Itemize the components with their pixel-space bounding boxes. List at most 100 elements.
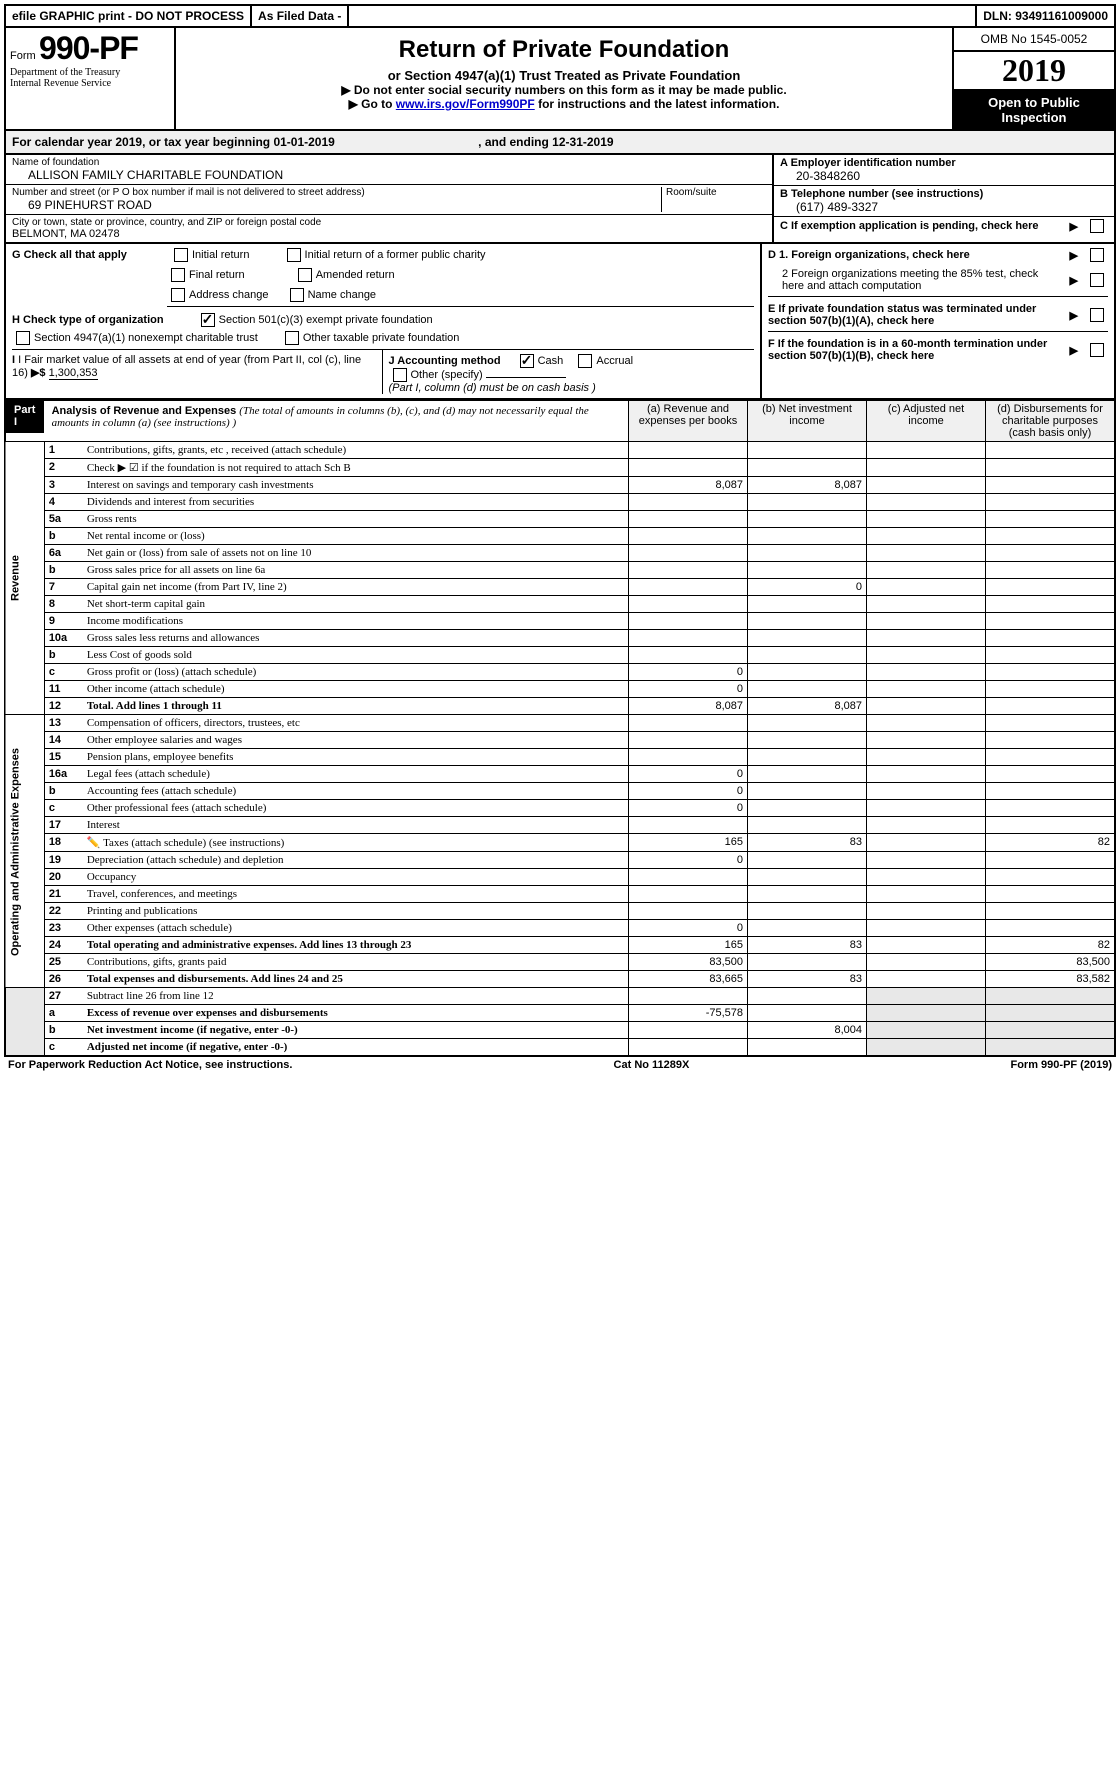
col-a-value	[629, 647, 748, 664]
line-number: 26	[44, 971, 83, 988]
h-other-checkbox[interactable]	[285, 331, 299, 345]
form-id-block: Form 990-PF Department of the Treasury I…	[6, 28, 176, 129]
h-501c3-checkbox[interactable]	[201, 313, 215, 327]
col-a-value	[629, 596, 748, 613]
col-b-value	[748, 630, 867, 647]
col-c-value	[867, 1022, 986, 1039]
line-number: 21	[44, 886, 83, 903]
col-a-value	[629, 869, 748, 886]
col-c-value	[867, 579, 986, 596]
col-c-value	[867, 664, 986, 681]
table-row: 14Other employee salaries and wages	[5, 732, 1115, 749]
col-d-value	[986, 886, 1116, 903]
j-cash-checkbox[interactable]	[520, 354, 534, 368]
col-a-value: 165	[629, 834, 748, 852]
col-a-value: 8,087	[629, 477, 748, 494]
col-a-value: -75,578	[629, 1005, 748, 1022]
col-c-value	[867, 817, 986, 834]
d1-checkbox[interactable]	[1090, 248, 1104, 262]
line-text: Depreciation (attach schedule) and deple…	[83, 852, 629, 869]
line-text: Printing and publications	[83, 903, 629, 920]
col-d-value	[986, 800, 1116, 817]
col-d-value	[986, 442, 1116, 459]
line-number: 16a	[44, 766, 83, 783]
col-b-value	[748, 1005, 867, 1022]
j-accrual-checkbox[interactable]	[578, 354, 592, 368]
f-checkbox[interactable]	[1090, 343, 1104, 357]
col-d-value	[986, 630, 1116, 647]
col-a-value: 0	[629, 800, 748, 817]
col-a-value	[629, 749, 748, 766]
col-b-value	[748, 869, 867, 886]
col-c-header: (c) Adjusted net income	[867, 401, 986, 442]
g-initial-checkbox[interactable]	[174, 248, 188, 262]
col-a-value: 0	[629, 681, 748, 698]
irs-link[interactable]: www.irs.gov/Form990PF	[396, 97, 535, 111]
g-amended-checkbox[interactable]	[298, 268, 312, 282]
line-number: 1	[44, 442, 83, 459]
line-text: ✏️ Taxes (attach schedule) (see instruct…	[83, 834, 629, 852]
g-former-checkbox[interactable]	[287, 248, 301, 262]
col-d-value	[986, 817, 1116, 834]
form-header: Form 990-PF Department of the Treasury I…	[4, 28, 1116, 131]
e-checkbox[interactable]	[1090, 308, 1104, 322]
efile-notice: efile GRAPHIC print - DO NOT PROCESS	[6, 6, 252, 26]
phone-cell: B Telephone number (see instructions) (6…	[774, 186, 1114, 217]
col-c-value	[867, 596, 986, 613]
col-b-header: (b) Net investment income	[748, 401, 867, 442]
open-public-badge: Open to Public Inspection	[954, 91, 1114, 129]
table-row: bLess Cost of goods sold	[5, 647, 1115, 664]
g-address-checkbox[interactable]	[171, 288, 185, 302]
col-c-value	[867, 937, 986, 954]
h-4947-checkbox[interactable]	[16, 331, 30, 345]
col-b-value	[748, 800, 867, 817]
col-a-value	[629, 630, 748, 647]
pencil-icon[interactable]: ✏️	[87, 837, 101, 849]
form-title-block: Return of Private Foundation or Section …	[176, 28, 952, 129]
line-text: Gross sales less returns and allowances	[83, 630, 629, 647]
table-row: 20Occupancy	[5, 869, 1115, 886]
col-b-value: 83	[748, 971, 867, 988]
col-d-value	[986, 528, 1116, 545]
col-c-value	[867, 920, 986, 937]
col-c-value	[867, 766, 986, 783]
line-number: 15	[44, 749, 83, 766]
line-text: Interest	[83, 817, 629, 834]
line-text: Income modifications	[83, 613, 629, 630]
line-number: b	[44, 1022, 83, 1039]
col-c-value	[867, 971, 986, 988]
col-a-value	[629, 442, 748, 459]
table-row: bGross sales price for all assets on lin…	[5, 562, 1115, 579]
g-name-checkbox[interactable]	[290, 288, 304, 302]
col-a-value	[629, 562, 748, 579]
j-other-checkbox[interactable]	[393, 368, 407, 382]
col-d-value	[986, 596, 1116, 613]
col-c-value	[867, 886, 986, 903]
g-final-checkbox[interactable]	[171, 268, 185, 282]
d2-checkbox[interactable]	[1090, 273, 1104, 287]
col-d-value	[986, 545, 1116, 562]
table-row: 6aNet gain or (loss) from sale of assets…	[5, 545, 1115, 562]
col-c-value	[867, 647, 986, 664]
col-b-value	[748, 494, 867, 511]
table-row: 9Income modifications	[5, 613, 1115, 630]
col-c-value	[867, 681, 986, 698]
line-text: Accounting fees (attach schedule)	[83, 783, 629, 800]
line-text: Gross profit or (loss) (attach schedule)	[83, 664, 629, 681]
col-d-value	[986, 647, 1116, 664]
line-text: Capital gain net income (from Part IV, l…	[83, 579, 629, 596]
line-text: Net gain or (loss) from sale of assets n…	[83, 545, 629, 562]
col-d-value	[986, 749, 1116, 766]
col-c-value	[867, 511, 986, 528]
line-number: 13	[44, 715, 83, 732]
line-number: 17	[44, 817, 83, 834]
foundation-name-cell: Name of foundation ALLISON FAMILY CHARIT…	[6, 155, 772, 185]
exemption-checkbox[interactable]	[1090, 219, 1104, 233]
entity-info: Name of foundation ALLISON FAMILY CHARIT…	[4, 155, 1116, 244]
table-row: 26Total expenses and disbursements. Add …	[5, 971, 1115, 988]
col-b-value: 8,087	[748, 477, 867, 494]
table-row: 18✏️ Taxes (attach schedule) (see instru…	[5, 834, 1115, 852]
line-number: 8	[44, 596, 83, 613]
line-number: c	[44, 664, 83, 681]
col-b-value	[748, 766, 867, 783]
